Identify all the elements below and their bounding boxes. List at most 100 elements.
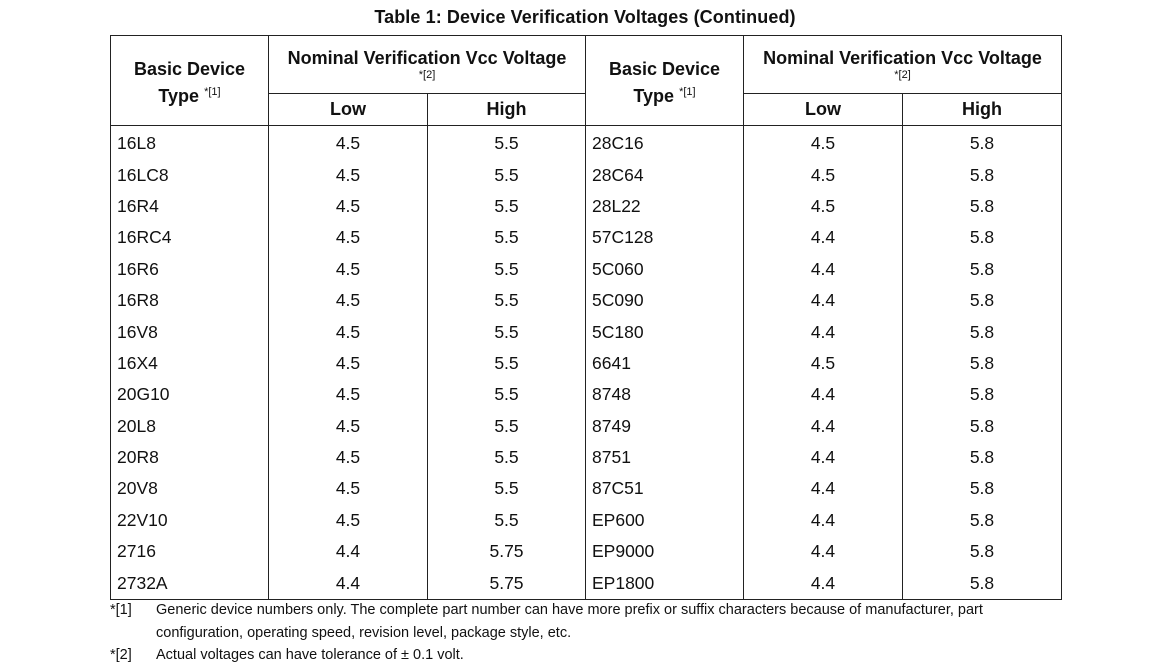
header-device-type-line2: Type [633, 85, 675, 106]
high-voltage-cell: 5.8 [902, 567, 1062, 600]
high-voltage-cell: 5.8 [902, 504, 1062, 537]
table-row: 16V8 4.5 5.5 5C180 4.4 5.8 [110, 316, 1062, 348]
table-row: 20G10 4.5 5.5 8748 4.4 5.8 [110, 379, 1062, 411]
table-row: 2716 4.4 5.75 EP9000 4.4 5.8 [110, 536, 1062, 568]
device-type-cell: 16R6 [110, 253, 269, 285]
table-row: 16L8 4.5 5.5 28C16 4.5 5.8 [110, 125, 1062, 160]
device-type-cell: 2732A [110, 567, 269, 600]
high-voltage-cell: 5.5 [427, 504, 586, 537]
device-voltage-table: Basic Device Type *[1] Nominal Verificat… [110, 35, 1062, 600]
low-voltage-cell: 4.4 [743, 410, 903, 442]
high-voltage-cell: 5.8 [902, 125, 1062, 160]
device-type-cell: 20G10 [110, 379, 269, 411]
footnote-2: *[2] Actual voltages can have tolerance … [110, 644, 1070, 667]
device-type-cell: 16R4 [110, 190, 269, 223]
low-voltage-cell: 4.5 [268, 379, 428, 411]
header-device-type-ref: *[1] [679, 85, 696, 98]
table-row: 16LC8 4.5 5.5 28C64 4.5 5.8 [110, 159, 1062, 191]
device-type-cell: 20L8 [110, 410, 269, 442]
header-voltage-label: Nominal Verification Vcc Voltage [287, 48, 567, 68]
header-device-type-left: Basic Device Type *[1] [110, 35, 269, 126]
high-voltage-cell: 5.8 [902, 473, 1062, 505]
table-body: 16L8 4.5 5.5 28C16 4.5 5.8 16LC8 4.5 5.5 28C64 4.5… [110, 125, 1062, 600]
low-voltage-cell: 4.5 [268, 222, 428, 254]
high-voltage-cell: 5.8 [902, 441, 1062, 474]
header-voltage-ref: *[2] [418, 69, 436, 81]
low-voltage-cell: 4.5 [268, 253, 428, 285]
device-type-cell: EP1800 [585, 567, 744, 600]
low-voltage-cell: 4.5 [743, 125, 903, 160]
header-device-type-line1: Basic Device [608, 58, 721, 79]
high-voltage-cell: 5.75 [427, 536, 586, 568]
low-voltage-cell: 4.5 [268, 316, 428, 348]
low-voltage-cell: 4.5 [743, 159, 903, 191]
low-voltage-cell: 4.4 [743, 536, 903, 568]
device-type-cell: 5C060 [585, 253, 744, 285]
low-voltage-cell: 4.4 [743, 222, 903, 254]
header-high-right: High [902, 93, 1062, 126]
high-voltage-cell: 5.5 [427, 410, 586, 442]
low-voltage-cell: 4.5 [743, 347, 903, 380]
high-voltage-cell: 5.5 [427, 379, 586, 411]
device-type-cell: 16X4 [110, 347, 269, 380]
table-row: 16RC4 4.5 5.5 57C128 4.4 5.8 [110, 222, 1062, 254]
device-type-cell: 6641 [585, 347, 744, 380]
device-type-cell: 5C180 [585, 316, 744, 348]
low-voltage-cell: 4.5 [743, 190, 903, 223]
device-type-cell: 8748 [585, 379, 744, 411]
device-type-cell: 20R8 [110, 441, 269, 474]
low-voltage-cell: 4.4 [743, 284, 903, 317]
device-type-cell: 5C090 [585, 284, 744, 317]
low-voltage-cell: 4.4 [268, 567, 428, 600]
device-type-cell: 16R8 [110, 284, 269, 317]
device-type-cell: 20V8 [110, 473, 269, 505]
high-voltage-cell: 5.5 [427, 125, 586, 160]
low-voltage-cell: 4.5 [268, 504, 428, 537]
device-type-cell: 57C128 [585, 222, 744, 254]
high-voltage-cell: 5.5 [427, 222, 586, 254]
footnote-mark: *[2] [110, 647, 132, 663]
high-voltage-cell: 5.75 [427, 567, 586, 600]
table-row: 16R6 4.5 5.5 5C060 4.4 5.8 [110, 253, 1062, 285]
device-type-cell: 28L22 [585, 190, 744, 223]
table-row: 20L8 4.5 5.5 8749 4.4 5.8 [110, 410, 1062, 442]
header-voltage-group-left: Nominal Verification Vcc Voltage *[2] [268, 35, 586, 94]
device-type-cell: 8749 [585, 410, 744, 442]
table-row: 16R8 4.5 5.5 5C090 4.4 5.8 [110, 284, 1062, 317]
header-device-type-ref: *[1] [204, 85, 221, 98]
header-low-left: Low [268, 93, 428, 126]
low-voltage-cell: 4.4 [743, 379, 903, 411]
table-row: 22V10 4.5 5.5 EP600 4.4 5.8 [110, 504, 1062, 537]
high-voltage-cell: 5.8 [902, 536, 1062, 568]
table-row: 20V8 4.5 5.5 87C51 4.4 5.8 [110, 473, 1062, 505]
high-voltage-cell: 5.8 [902, 284, 1062, 317]
high-voltage-cell: 5.8 [902, 253, 1062, 285]
low-voltage-cell: 4.4 [268, 536, 428, 568]
high-voltage-cell: 5.8 [902, 222, 1062, 254]
low-voltage-cell: 4.5 [268, 410, 428, 442]
table-row: 20R8 4.5 5.5 8751 4.4 5.8 [110, 441, 1062, 474]
header-device-type-line1: Basic Device [133, 58, 246, 79]
table-row: 16R4 4.5 5.5 28L22 4.5 5.8 [110, 190, 1062, 223]
low-voltage-cell: 4.5 [268, 284, 428, 317]
footnote-1: *[1] Generic device numbers only. The co… [110, 599, 1070, 644]
table-title: Table 1: Device Verification Voltages (C… [374, 7, 796, 27]
header-high-left: High [427, 93, 586, 126]
low-voltage-cell: 4.5 [268, 159, 428, 191]
device-type-cell: 87C51 [585, 473, 744, 505]
header-low-right: Low [743, 93, 903, 126]
device-type-cell: 8751 [585, 441, 744, 474]
high-voltage-cell: 5.5 [427, 190, 586, 223]
low-voltage-cell: 4.4 [743, 473, 903, 505]
header-voltage-ref: *[2] [894, 69, 911, 81]
header-device-type-line2: Type [158, 85, 200, 106]
low-voltage-cell: 4.5 [268, 190, 428, 223]
high-voltage-cell: 5.8 [902, 159, 1062, 191]
device-type-cell: EP600 [585, 504, 744, 537]
high-voltage-cell: 5.5 [427, 441, 586, 474]
low-voltage-cell: 4.4 [743, 316, 903, 348]
header-device-type-right: Basic Device Type *[1] [585, 35, 744, 126]
low-voltage-cell: 4.4 [743, 441, 903, 474]
high-voltage-cell: 5.5 [427, 347, 586, 380]
high-voltage-cell: 5.5 [427, 473, 586, 505]
